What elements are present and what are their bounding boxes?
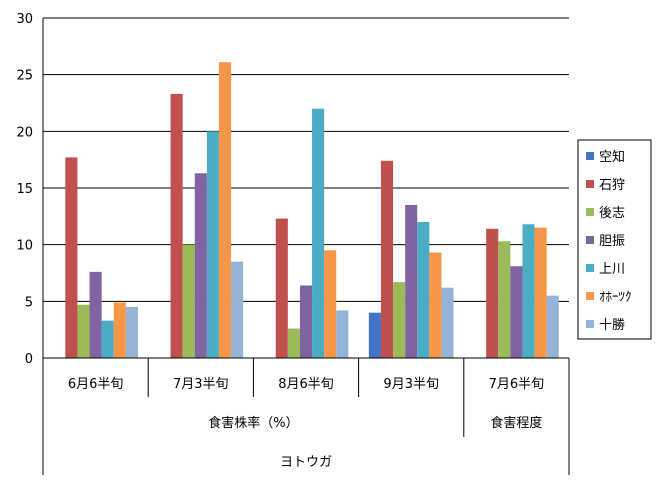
x-category-label: 6月6半旬 [68,377,124,392]
x-category-label: 7月3半旬 [173,377,229,392]
legend-swatch [586,320,594,328]
x-category-label: 9月3半旬 [383,377,439,392]
y-axis-ticks: 0 5 10 15 20 25 30 [16,12,33,367]
legend-label: 十勝 [599,318,625,333]
y-tick-label: 20 [16,125,33,140]
y-tick-label: 5 [25,295,33,310]
x-category-label: 7月6半旬 [489,377,545,392]
y-tick-label: 0 [25,352,33,367]
bar [324,250,337,358]
bar [170,93,183,359]
bar [287,328,300,358]
legend-label: ｵﾎｰﾂｸ [599,290,632,305]
bar [206,131,219,358]
bar [231,261,244,358]
bar [218,62,232,358]
legend-label: 後志 [599,206,625,221]
bar [194,173,207,358]
legend-swatch [586,152,594,160]
bar [380,160,394,358]
gridlines [43,17,569,302]
bar [498,241,511,358]
bar [182,244,195,358]
y-tick-label: 25 [16,69,33,84]
y-tick-label: 10 [16,239,33,254]
bars [65,62,559,359]
bar [429,252,442,358]
bar [486,228,499,358]
bar [441,287,454,358]
bar [393,282,406,358]
bar [546,295,559,358]
bar [312,108,325,358]
bar [417,222,430,358]
legend-swatch [586,264,594,272]
x-group-label: 食害程度 [490,415,542,431]
legend-swatch [586,236,594,244]
bar [368,312,381,358]
bar [299,285,313,358]
legend-label: 石狩 [599,178,625,193]
legend-swatch [586,180,594,188]
bar [89,271,102,358]
bar [125,307,138,358]
bar [113,302,126,358]
bar [65,157,78,358]
legend-label: 空知 [599,149,625,165]
legend-label: 胆振 [599,234,625,249]
bar [336,310,349,358]
y-tick-label: 30 [16,12,33,27]
x-group-label: 食害株率（%） [208,415,298,431]
legend-swatch [586,292,594,300]
bar [405,205,418,358]
bar [522,224,535,358]
bar [275,218,288,358]
legend-swatch [586,208,594,216]
bar [101,320,114,358]
bar [534,227,547,358]
y-tick-label: 15 [16,182,33,197]
x-top-group-label: ヨトウガ [280,455,332,470]
legend-label: 上川 [599,262,625,277]
bar [77,304,90,358]
bar [510,266,523,358]
x-category-label: 8月6半旬 [278,377,334,392]
